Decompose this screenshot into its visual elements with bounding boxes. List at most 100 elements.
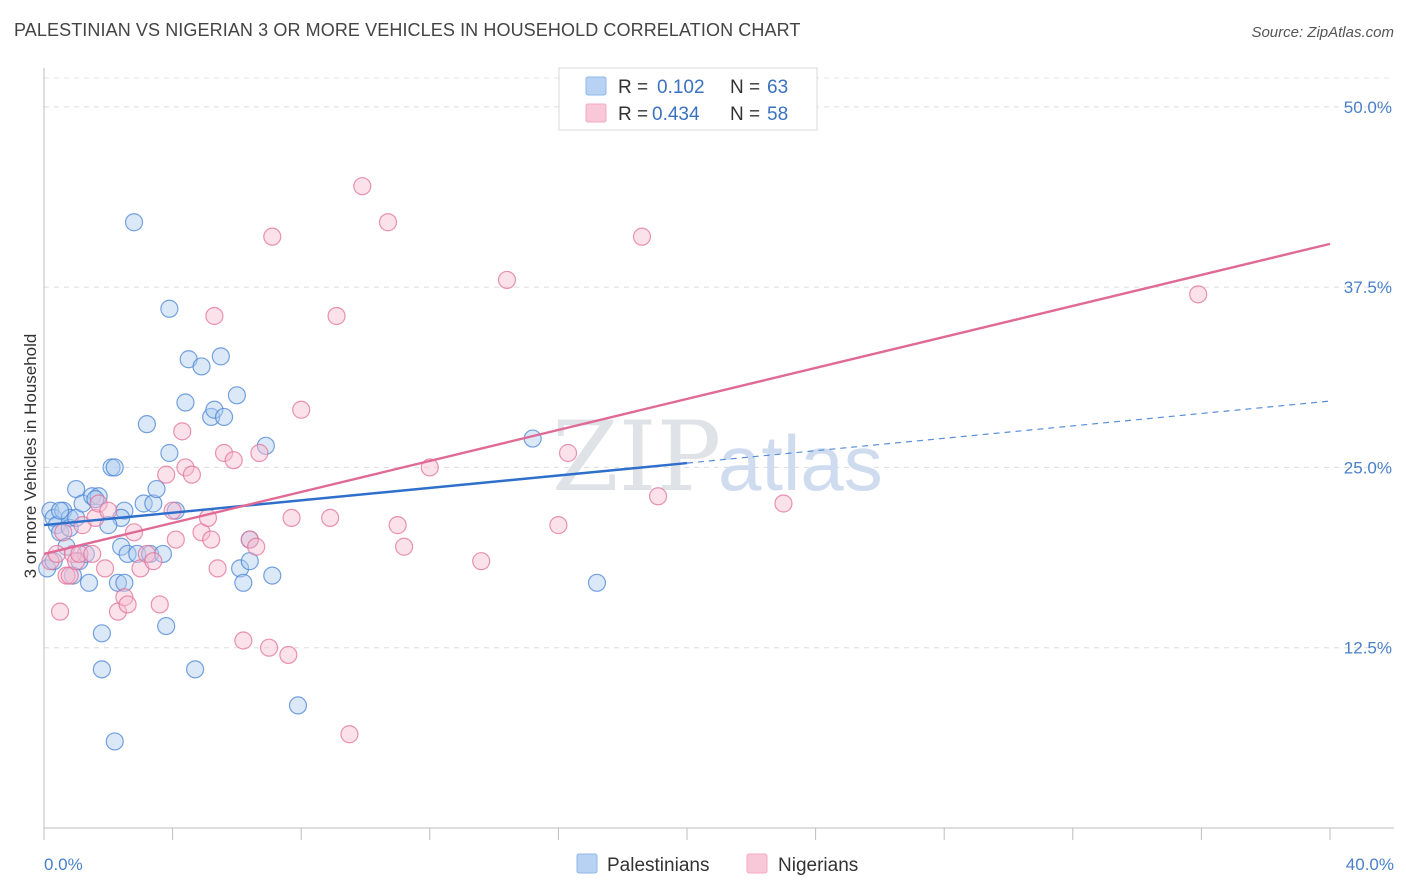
legend-r-value-2: 0.434	[652, 104, 700, 125]
palestinian-point	[256, 436, 275, 455]
palestinian-point	[115, 573, 134, 592]
nigerian-point	[47, 544, 66, 564]
palestinian-point	[231, 559, 250, 578]
palestinian-point	[83, 487, 102, 506]
legend-r-value-1: 0.102	[657, 77, 705, 98]
nigerian-point	[150, 595, 169, 614]
nigerian-point	[558, 443, 578, 463]
legend-r-label-2: R =	[618, 104, 648, 125]
nigerian-point	[497, 270, 517, 290]
palestinian-point	[89, 487, 108, 506]
palestinian-point	[105, 732, 124, 751]
nigerian-point	[208, 559, 227, 578]
palestinian-point	[92, 660, 111, 679]
nigerian-point	[1189, 285, 1208, 304]
nigerian-point	[549, 516, 568, 535]
palestinian-point	[144, 494, 163, 513]
trend-lines	[43, 242, 1331, 556]
nigerian-point	[279, 645, 298, 665]
legend-swatch-nigerians	[585, 103, 607, 123]
palestinian-point	[205, 400, 224, 419]
palestinian-point	[118, 544, 137, 564]
nigerian-point	[234, 631, 253, 650]
nigerian-point	[205, 306, 224, 326]
x-tick-label-end: 40.0%	[1346, 855, 1394, 874]
nigerian-point	[282, 508, 301, 528]
nigerian-point	[157, 465, 176, 484]
legend: R = 0.102 N = 63 R = 0.434 N = 58	[558, 67, 818, 131]
nigerian-point	[163, 501, 182, 520]
nigerian-point	[774, 494, 793, 513]
nigerian-point	[378, 213, 398, 232]
y-tick-label: 12.5%	[1344, 639, 1392, 658]
nigerian-point	[54, 523, 73, 542]
nigerian-trend-line	[43, 242, 1331, 556]
nigerian-point	[259, 638, 279, 657]
palestinian-point	[176, 393, 195, 412]
nigerian-point	[263, 227, 282, 246]
palestinian-point	[234, 573, 253, 592]
nigerian-point	[632, 227, 652, 246]
source-credit: Source: ZipAtlas.com	[1251, 24, 1394, 41]
legend-n-label-2: N =	[730, 104, 760, 125]
nigerian-point	[388, 516, 407, 535]
nigerian-point	[202, 530, 221, 549]
nigerian-point	[250, 443, 269, 463]
nigerian-point	[394, 537, 414, 556]
legend-n-value-2: 58	[767, 104, 788, 125]
legend-swatch-palestinians	[585, 76, 607, 96]
nigerian-point	[340, 725, 359, 744]
watermark-zip: ZIP	[552, 401, 721, 513]
palestinian-point	[160, 443, 179, 463]
nigerian-point	[353, 177, 372, 196]
nigerian-point	[166, 530, 185, 549]
palestinian-point	[76, 544, 95, 564]
nigerian-point	[327, 306, 346, 326]
watermark-atlas: atlas	[718, 419, 883, 507]
nigerian-point	[95, 559, 115, 578]
x-tick-label-start: 0.0%	[44, 855, 83, 874]
nigerian-point	[247, 537, 266, 556]
nigerian-point	[176, 458, 195, 477]
palestinian-point	[50, 501, 70, 520]
nigerian-point	[648, 487, 668, 506]
tick-labels: 12.5% 25.0% 37.5% 50.0% 0.0% 40.0%	[44, 98, 1394, 874]
y-tick-label: 25.0%	[1344, 458, 1392, 477]
series-nigerians	[41, 177, 1208, 744]
palestinian-point	[214, 407, 234, 427]
nigerian-point	[89, 494, 108, 513]
palestinian-point	[92, 624, 111, 643]
nigerian-point	[182, 465, 201, 484]
chart-title: PALESTINIAN VS NIGERIAN 3 OR MORE VEHICL…	[14, 20, 801, 40]
bottom-legend-swatch-palestinians	[576, 853, 598, 874]
nigerian-point	[240, 530, 259, 549]
legend-r-label-1: R =	[618, 77, 648, 98]
palestinian-point	[160, 299, 179, 318]
legend-n-value-1: 63	[767, 77, 788, 98]
palestinian-point	[211, 347, 230, 366]
y-tick-label: 50.0%	[1344, 98, 1392, 117]
nigerian-point	[50, 602, 70, 621]
nigerian-point	[321, 508, 340, 528]
bottom-legend-label-nigerians: Nigerians	[778, 855, 858, 876]
palestinian-point	[79, 573, 99, 592]
axes	[43, 68, 1394, 840]
palestinian-point	[112, 537, 131, 556]
palestinian-point	[157, 616, 176, 636]
watermark: ZIP atlas	[552, 401, 883, 513]
palestinian-point	[192, 357, 211, 376]
series-palestinians	[38, 213, 607, 751]
palestinian-point	[147, 479, 166, 499]
nigerian-point	[118, 595, 137, 614]
bottom-legend-label-palestinians: Palestinians	[607, 855, 709, 876]
palestinian-point	[227, 386, 246, 405]
palestinian-point	[105, 458, 124, 477]
nigerian-point	[214, 443, 234, 463]
nigerian-point	[99, 501, 118, 520]
palestinian-point	[186, 660, 205, 679]
nigerian-point	[292, 400, 311, 419]
y-axis-label: 3 or more Vehicles in Household	[21, 334, 40, 579]
nigerian-point	[83, 544, 102, 564]
nigerian-point	[224, 451, 243, 470]
